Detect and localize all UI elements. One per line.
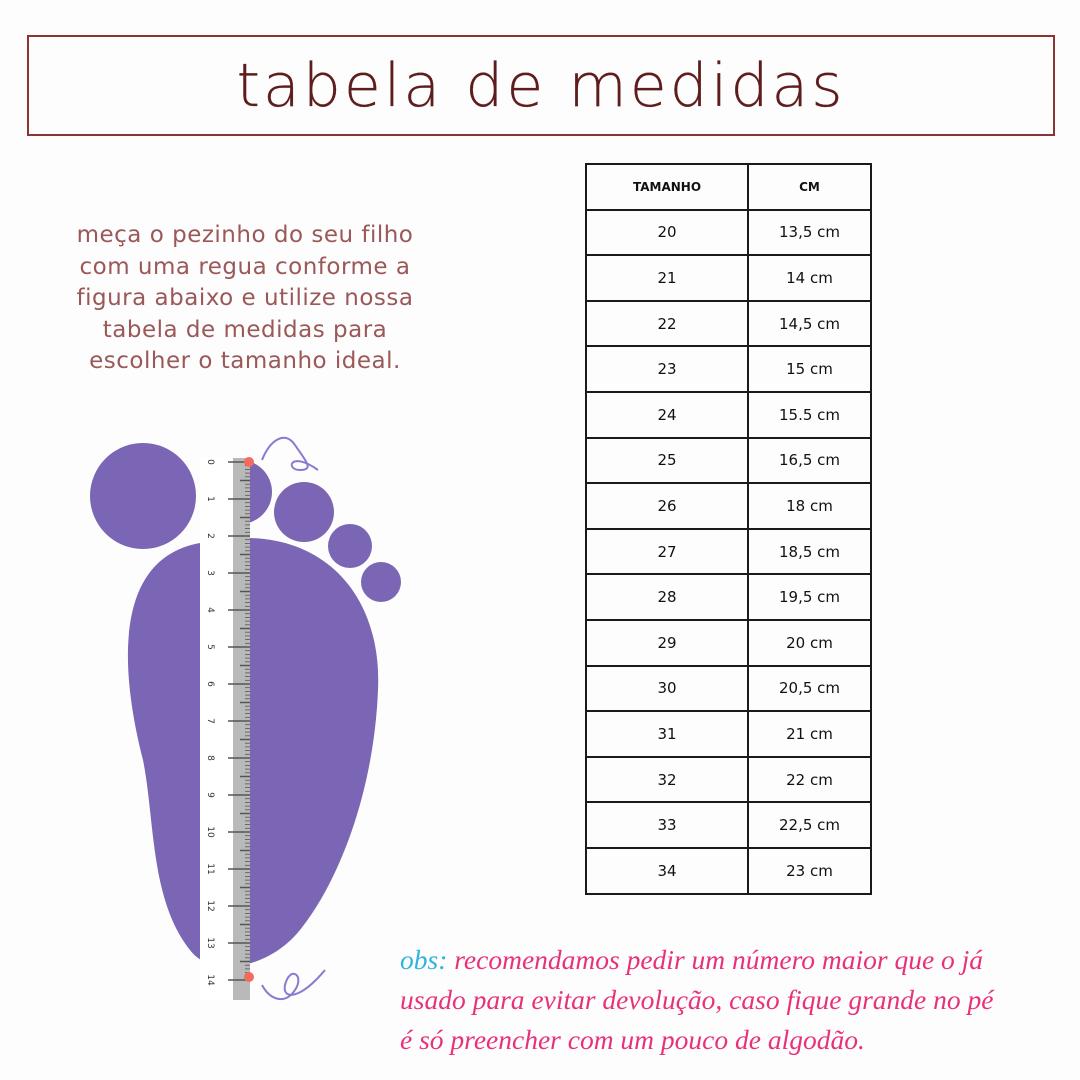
instruction-line: com uma regua conforme a (79, 253, 411, 280)
table-row: 31 21 cm (585, 710, 872, 758)
measure-marker-bottom (244, 972, 254, 982)
ruler-label: 8 (205, 755, 215, 761)
ruler-label: 10 (205, 826, 215, 838)
title-box: tabela de medidas (27, 35, 1055, 136)
cell-tamanho: 21 (585, 254, 749, 302)
table-row: 28 19,5 cm (585, 573, 872, 621)
ruler-label: 13 (205, 937, 215, 948)
cell-cm: 23 cm (747, 846, 872, 895)
cell-tamanho: 28 (585, 573, 749, 621)
ruler-label: 9 (205, 792, 215, 798)
measure-marker-top (244, 457, 254, 467)
table-row: 25 16,5 cm (585, 436, 872, 485)
obs-line: recomendamos pedir um número maior que o… (454, 944, 984, 975)
toe (361, 562, 401, 602)
table-row: 20 13,5 cm (585, 208, 872, 257)
table-row: 24 15.5 cm (585, 390, 872, 439)
table-row: 34 23 cm (585, 846, 872, 895)
obs-label: obs: (400, 944, 448, 975)
table-row: 30 20,5 cm (585, 664, 872, 713)
cell-cm: 16,5 cm (747, 436, 872, 485)
ruler-label: 11 (205, 863, 215, 874)
cell-tamanho: 34 (585, 846, 749, 895)
ruler-label: 4 (205, 607, 215, 613)
swirl-top-icon (261, 436, 319, 472)
cell-tamanho: 20 (585, 208, 749, 257)
table-header-row: TAMANHO CM (585, 163, 872, 211)
foot-sole (127, 538, 379, 967)
toe (328, 524, 372, 568)
cell-cm: 18 cm (747, 482, 872, 530)
cell-tamanho: 30 (585, 664, 749, 713)
obs-line: é só preencher com um pouco de algodão. (400, 1024, 865, 1055)
ruler-label: 0 (205, 459, 215, 465)
cell-cm: 15 cm (747, 345, 872, 393)
cell-tamanho: 33 (585, 801, 749, 849)
header-tamanho: TAMANHO (585, 163, 749, 211)
cell-tamanho: 25 (585, 436, 749, 485)
cell-cm: 14,5 cm (747, 299, 872, 348)
instruction-line: meça o pezinho do seu filho (76, 222, 414, 248)
table-row: 22 14,5 cm (585, 299, 872, 348)
table-row: 27 18,5 cm (585, 527, 872, 576)
cell-cm: 18,5 cm (747, 527, 872, 576)
cell-cm: 14 cm (747, 254, 872, 302)
instruction-line: escolher o tamanho ideal. (89, 348, 401, 374)
ruler-label: 6 (205, 681, 215, 687)
cell-cm: 21 cm (747, 710, 872, 758)
cell-tamanho: 22 (585, 299, 749, 348)
ruler-label: 3 (205, 570, 215, 576)
obs-line: usado para evitar devolução, caso fique … (400, 984, 994, 1015)
cell-tamanho: 27 (585, 527, 749, 576)
cell-cm: 13,5 cm (747, 208, 872, 257)
cell-tamanho: 24 (585, 390, 749, 439)
table-row: 23 15 cm (585, 345, 872, 393)
ruler-label: 1 (205, 496, 215, 502)
cell-tamanho: 31 (585, 710, 749, 758)
cell-tamanho: 26 (585, 482, 749, 530)
ruler-label: 12 (205, 900, 215, 911)
ruler-label: 14 (205, 974, 215, 986)
cell-cm: 22 cm (747, 755, 872, 804)
table-row: 21 14 cm (585, 254, 872, 302)
ruler-label: 2 (205, 533, 215, 539)
page-title: tabela de medidas (236, 50, 846, 121)
obs-note: obs: recomendamos pedir um número maior … (400, 940, 993, 1060)
cell-tamanho: 32 (585, 755, 749, 804)
cell-cm: 15.5 cm (747, 390, 872, 439)
cell-cm: 19,5 cm (747, 573, 872, 621)
ruler-label: 5 (205, 644, 215, 650)
instruction-line: tabela de medidas para (102, 316, 388, 343)
big-toe (90, 443, 196, 549)
table-row: 29 20 cm (585, 618, 872, 667)
ruler-label: 7 (205, 718, 215, 724)
table-row: 26 18 cm (585, 482, 872, 530)
cell-cm: 20,5 cm (747, 664, 872, 713)
cell-cm: 22,5 cm (747, 801, 872, 849)
table-row: 33 22,5 cm (585, 801, 872, 849)
header-cm: CM (747, 163, 872, 211)
instruction-line: figura abaixo e utilize nossa (76, 285, 414, 311)
size-table: TAMANHO CM 20 13,5 cm 21 14 cm 22 14,5 cm 23 15… (585, 163, 872, 895)
toe (274, 482, 334, 542)
table-row: 32 22 cm (585, 755, 872, 804)
instructions: meça o pezinho do seu filho com uma regu… (30, 220, 460, 378)
cell-tamanho: 29 (585, 618, 749, 667)
cell-tamanho: 23 (585, 345, 749, 393)
cell-cm: 20 cm (747, 618, 872, 667)
swirl-bottom-icon (261, 969, 326, 1000)
